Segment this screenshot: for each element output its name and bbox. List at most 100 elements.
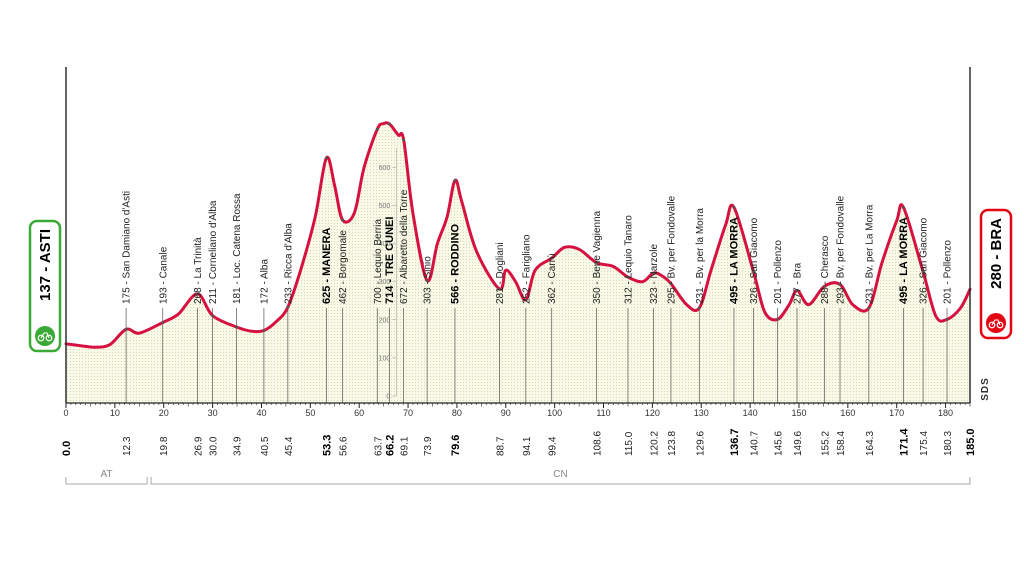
waypoint-label-layer: 175 - San Damiano d'Asti 193 - Canale 268 … — [122, 189, 954, 304]
km-label: 99.4 — [548, 436, 559, 456]
finish-label: 280 - BRA — [988, 218, 1005, 289]
waypoint-label: 277 - Bra — [793, 262, 804, 304]
km-label: 108.6 — [593, 431, 604, 456]
region-brackets: AT CN — [65, 469, 971, 485]
x-tick-label: 100 — [547, 408, 562, 418]
bicycle-icon — [45, 334, 53, 342]
waypoint-line-layer — [125, 308, 948, 403]
km-label: 30.0 — [209, 436, 220, 456]
km-label: 63.7 — [373, 436, 384, 456]
elevation-scale-layer: 0 100 200 300 400 500 600 — [379, 148, 397, 401]
profile-area — [66, 122, 970, 404]
bicycle-icon — [988, 321, 996, 329]
waypoint-dot — [375, 127, 379, 131]
x-tick-label: 30 — [208, 408, 218, 418]
region-label: AT — [101, 469, 113, 480]
km-label: 69.1 — [400, 436, 411, 456]
waypoint-label: 201 - Pollenzo — [773, 240, 784, 304]
waypoint-dot — [524, 298, 528, 302]
waypoint-label: 211 - Corneliano d'Alba — [208, 200, 219, 304]
waypoint-dot — [752, 270, 755, 274]
start-badge-frame — [28, 219, 62, 353]
x-tick-label: 170 — [889, 408, 904, 418]
x-tick-label: 10 — [110, 408, 120, 418]
waypoint-label: 201 - Pollenzo — [943, 240, 954, 304]
elevation-tick-label: 300 — [379, 279, 391, 286]
waypoint-dot — [669, 282, 673, 286]
waypoint-dot — [626, 275, 630, 279]
waypoint-label: 281 - Dogliani — [495, 242, 506, 304]
waypoint-dot — [341, 218, 344, 222]
km-label: 140.7 — [750, 431, 761, 456]
km-label: 155.2 — [820, 431, 831, 456]
elevation-tick-label: 200 — [379, 317, 391, 324]
km-label: 53.3 — [321, 435, 333, 456]
waypoint-label: 231 - Bv. per La Morra — [864, 204, 875, 304]
waypoint-label: 714 - TRE CUNEI — [384, 217, 396, 304]
waypoint-dot — [498, 287, 501, 291]
km-label: 12.3 — [122, 436, 133, 456]
waypoint-dot — [838, 282, 842, 286]
x-tick-label: 70 — [403, 408, 413, 418]
waypoint-label: 326 - San Giacomo — [749, 217, 760, 304]
km-label: 45.4 — [284, 436, 295, 456]
km-label: 164.3 — [865, 431, 876, 456]
waypoint-label: 268 - La Trinità — [193, 237, 204, 304]
waypoint-label: 462 - Borgomale — [338, 230, 349, 304]
km-label: 171.4 — [899, 428, 911, 456]
km-label: 175.4 — [919, 431, 930, 456]
start-badge: 137 - ASTI — [28, 219, 62, 353]
waypoint-dot — [902, 206, 905, 209]
waypoint-label: 193 - Canale — [158, 246, 169, 304]
waypoint-label: 323 - Narzole — [649, 244, 660, 304]
x-tick-label: 40 — [256, 408, 266, 418]
waypoint-dot — [697, 306, 701, 310]
x-tick-label: 20 — [159, 408, 169, 418]
km-label: 123.8 — [667, 431, 678, 456]
x-tick-label: 110 — [596, 408, 610, 418]
km-label: 94.1 — [522, 436, 533, 456]
km-label: 145.6 — [773, 431, 784, 456]
x-tick-label: 50 — [305, 408, 315, 418]
region-bracket — [65, 477, 148, 485]
waypoint-dot — [161, 321, 165, 324]
finish-badge-frame — [979, 208, 1013, 340]
km-label: 88.7 — [495, 436, 506, 456]
x-tick-label: 0 — [63, 408, 68, 418]
bicycle-icon — [996, 321, 1004, 329]
km-label: 120.2 — [649, 431, 660, 456]
waypoint-dot — [822, 284, 826, 288]
km-label: 158.4 — [836, 431, 847, 456]
region-bracket — [150, 477, 971, 485]
waypoint-label: 700 - Lequio Berria — [373, 219, 384, 304]
km-label: 115.0 — [624, 431, 635, 456]
waypoint-label: 326 - San Giacomo — [919, 217, 930, 304]
x-tick-label: 120 — [645, 408, 660, 418]
waypoint-dot — [732, 206, 736, 209]
elevation-tick-label: 0 — [386, 394, 390, 401]
waypoint-dot — [211, 314, 214, 318]
profile-line-layer — [64, 121, 972, 349]
region-label: CN — [553, 469, 567, 480]
km-label: 136.7 — [729, 428, 741, 456]
x-tick-label: 150 — [791, 408, 806, 418]
elevation-tick-label: 400 — [379, 241, 391, 248]
km-label: 185.0 — [965, 428, 977, 456]
km-label-layer: 0.0 12.3 19.8 26.9 30.0 34.9 40.5 45.4 53.3 56.6 6… — [61, 428, 977, 456]
waypoint-dot — [262, 329, 266, 332]
waypoint-dot — [776, 318, 779, 321]
x-tick-label: 180 — [938, 408, 953, 418]
start-finish-layer: 137 - ASTI 280 - BRA SDS — [28, 208, 1013, 401]
elevation-tick-label: 600 — [379, 165, 391, 172]
waypoint-dot — [124, 327, 128, 331]
elevation-tick-label: 500 — [379, 203, 391, 210]
waypoint-label: 495 - LA MORRA — [728, 217, 740, 304]
waypoint-dot — [453, 178, 457, 182]
elevation-tick-label: 100 — [379, 355, 391, 362]
waypoint-label: 362 - Carrù — [547, 253, 558, 304]
waypoint-dot — [867, 306, 871, 310]
km-label: 79.6 — [450, 435, 462, 456]
x-tick-label: 160 — [840, 408, 855, 418]
waypoint-label: 303 - Sinio — [423, 256, 434, 304]
waypoint-dot — [286, 305, 290, 309]
